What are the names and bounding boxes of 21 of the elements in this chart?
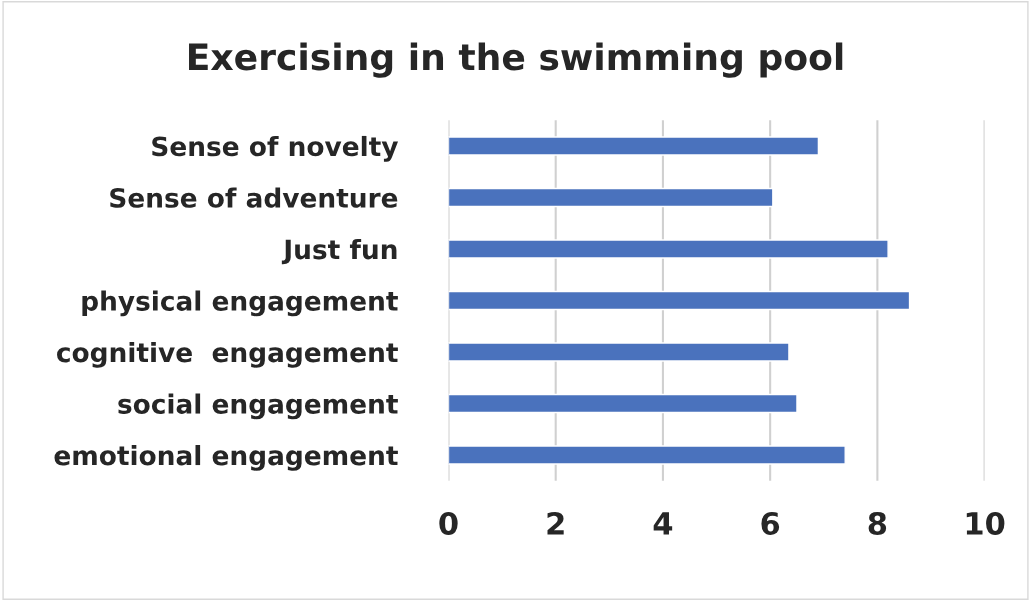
bar: [448, 445, 846, 465]
x-tick-label: 6: [761, 511, 780, 536]
y-tick-label: emotional engagement: [54, 445, 398, 471]
y-tick-label: cognitive engagement: [57, 341, 398, 368]
x-tick-label: 0: [439, 511, 458, 536]
y-tick-label: Just fun: [281, 238, 397, 265]
bar: [448, 187, 774, 208]
x-tick-label: 8: [868, 511, 887, 536]
bar: [448, 393, 798, 414]
bar: [448, 342, 790, 362]
x-tick-label: 4: [653, 512, 673, 535]
x-tick-label: 10: [966, 511, 1005, 536]
bar: [448, 239, 889, 259]
y-tick-label: social engagement: [118, 393, 398, 420]
x-tick-label: 2: [547, 511, 564, 535]
bar: [448, 136, 820, 156]
bar: [448, 290, 911, 311]
chart-title: Exercising in the swimming pool: [189, 42, 843, 78]
y-tick-label: physical engagement: [82, 290, 398, 317]
y-tick-label: Sense of adventure: [110, 187, 398, 208]
y-tick-label: Sense of novelty: [152, 135, 399, 162]
